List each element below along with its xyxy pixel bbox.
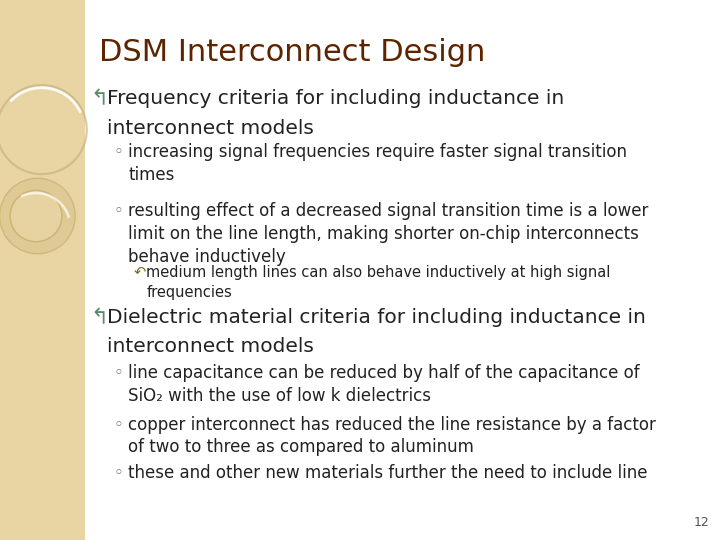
Text: ◦: ◦ [114, 202, 124, 220]
Text: interconnect models: interconnect models [107, 338, 313, 356]
Ellipse shape [10, 191, 62, 241]
Text: frequencies: frequencies [146, 285, 232, 300]
Text: of two to three as compared to aluminum: of two to three as compared to aluminum [128, 438, 474, 456]
Text: limit on the line length, making shorter on-chip interconnects: limit on the line length, making shorter… [128, 225, 639, 243]
Text: resulting effect of a decreased signal transition time is a lower: resulting effect of a decreased signal t… [128, 202, 649, 220]
Text: ◦: ◦ [114, 364, 124, 382]
Text: ↶: ↶ [134, 265, 146, 280]
Text: these and other new materials further the need to include line: these and other new materials further th… [128, 464, 648, 482]
Text: behave inductively: behave inductively [128, 248, 286, 266]
Text: Frequency criteria for including inductance in: Frequency criteria for including inducta… [107, 89, 564, 108]
Text: copper interconnect has reduced the line resistance by a factor: copper interconnect has reduced the line… [128, 416, 656, 434]
Bar [0, 0, 85, 540]
Text: increasing signal frequencies require faster signal transition: increasing signal frequencies require fa… [128, 143, 627, 161]
Text: SiO₂ with the use of low k dielectrics: SiO₂ with the use of low k dielectrics [128, 387, 431, 405]
Text: times: times [128, 166, 174, 184]
Text: interconnect models: interconnect models [107, 119, 313, 138]
Text: ↰: ↰ [91, 308, 109, 328]
Text: ◦: ◦ [114, 416, 124, 434]
Text: 12: 12 [693, 516, 709, 529]
Text: DSM Interconnect Design: DSM Interconnect Design [99, 38, 486, 67]
Text: medium length lines can also behave inductively at high signal: medium length lines can also behave indu… [146, 265, 611, 280]
Text: Dielectric material criteria for including inductance in: Dielectric material criteria for includi… [107, 308, 645, 327]
Text: ◦: ◦ [114, 143, 124, 161]
Text: ↰: ↰ [91, 89, 109, 109]
Text: line capacitance can be reduced by half of the capacitance of: line capacitance can be reduced by half … [128, 364, 640, 382]
Text: ◦: ◦ [114, 464, 124, 482]
Ellipse shape [0, 178, 75, 254]
